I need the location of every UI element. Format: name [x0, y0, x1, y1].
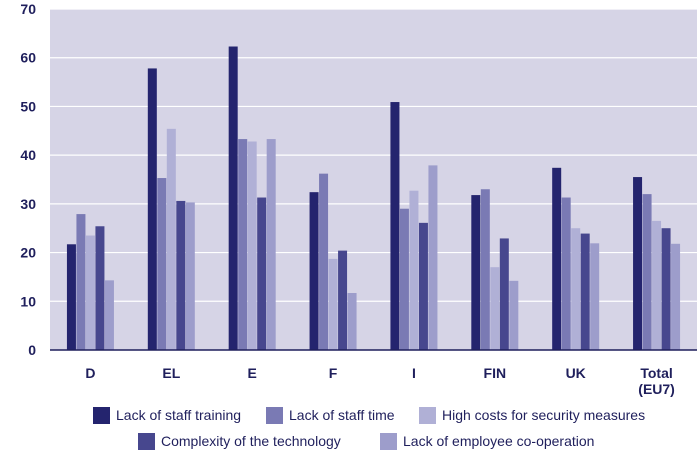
bar [499, 238, 509, 350]
x-tick-label: F [329, 365, 338, 381]
legend: Lack of staff training Lack of staff time… [93, 407, 645, 450]
bar [390, 102, 400, 351]
bar [328, 258, 338, 350]
x-tick-label: EL [162, 365, 180, 381]
bar [471, 195, 481, 350]
bar [104, 280, 114, 350]
x-tick-label: UK [566, 365, 586, 381]
x-tick-label: (EU7) [638, 381, 675, 397]
y-axis-ticks: 0 10 20 30 40 50 60 70 [20, 1, 36, 358]
bar [319, 173, 329, 350]
legend-label: Complexity of the technology [161, 433, 341, 449]
x-tick-label: E [248, 365, 257, 381]
bar [347, 293, 357, 350]
bar [590, 243, 600, 350]
bar [418, 222, 428, 350]
bar [76, 214, 86, 350]
legend-label: Lack of employee co-operation [403, 433, 594, 449]
x-axis-ticks: D EL E F I FIN UK Total(EU7) [85, 365, 674, 397]
bar [652, 220, 662, 350]
legend-label: High costs for security measures [442, 407, 645, 423]
bar [185, 202, 195, 350]
y-tick-label: 10 [20, 293, 36, 309]
bar [561, 197, 571, 350]
y-tick-label: 0 [28, 342, 36, 358]
bar [228, 46, 238, 350]
bar [309, 192, 319, 350]
bar [266, 139, 276, 350]
bar [338, 250, 348, 350]
bar [642, 194, 652, 350]
bar [428, 165, 438, 350]
x-tick-label: D [85, 365, 95, 381]
plot-area [50, 9, 697, 350]
bar [247, 141, 257, 350]
y-tick-label: 20 [20, 245, 36, 261]
bar [671, 243, 681, 350]
bar [633, 177, 643, 350]
legend-swatch [93, 407, 110, 424]
bar [552, 167, 562, 350]
y-tick-label: 30 [20, 196, 36, 212]
legend-label: Lack of staff training [116, 407, 241, 423]
bar [409, 190, 419, 350]
bar [95, 226, 105, 350]
bar [85, 235, 95, 350]
bar [176, 200, 186, 350]
bar [571, 228, 581, 350]
bar [580, 233, 590, 350]
bar [399, 208, 409, 350]
bar [238, 139, 248, 350]
legend-swatch [380, 433, 397, 450]
legend-swatch [138, 433, 155, 450]
x-tick-label: Total [640, 365, 672, 381]
y-tick-label: 70 [20, 1, 36, 17]
bar [147, 68, 157, 350]
y-tick-label: 60 [20, 50, 36, 66]
y-tick-label: 40 [20, 147, 36, 163]
bar [490, 267, 500, 350]
x-tick-label: FIN [484, 365, 507, 381]
bar [480, 189, 490, 350]
legend-label: Lack of staff time [289, 407, 395, 423]
bar [166, 128, 176, 350]
bar [157, 178, 167, 350]
y-tick-label: 50 [20, 98, 36, 114]
legend-swatch [419, 407, 436, 424]
bar [509, 280, 519, 350]
bar [257, 197, 267, 350]
x-tick-label: I [412, 365, 416, 381]
bar [661, 228, 671, 350]
bars [66, 46, 681, 351]
bar [66, 244, 76, 350]
legend-swatch [266, 407, 283, 424]
